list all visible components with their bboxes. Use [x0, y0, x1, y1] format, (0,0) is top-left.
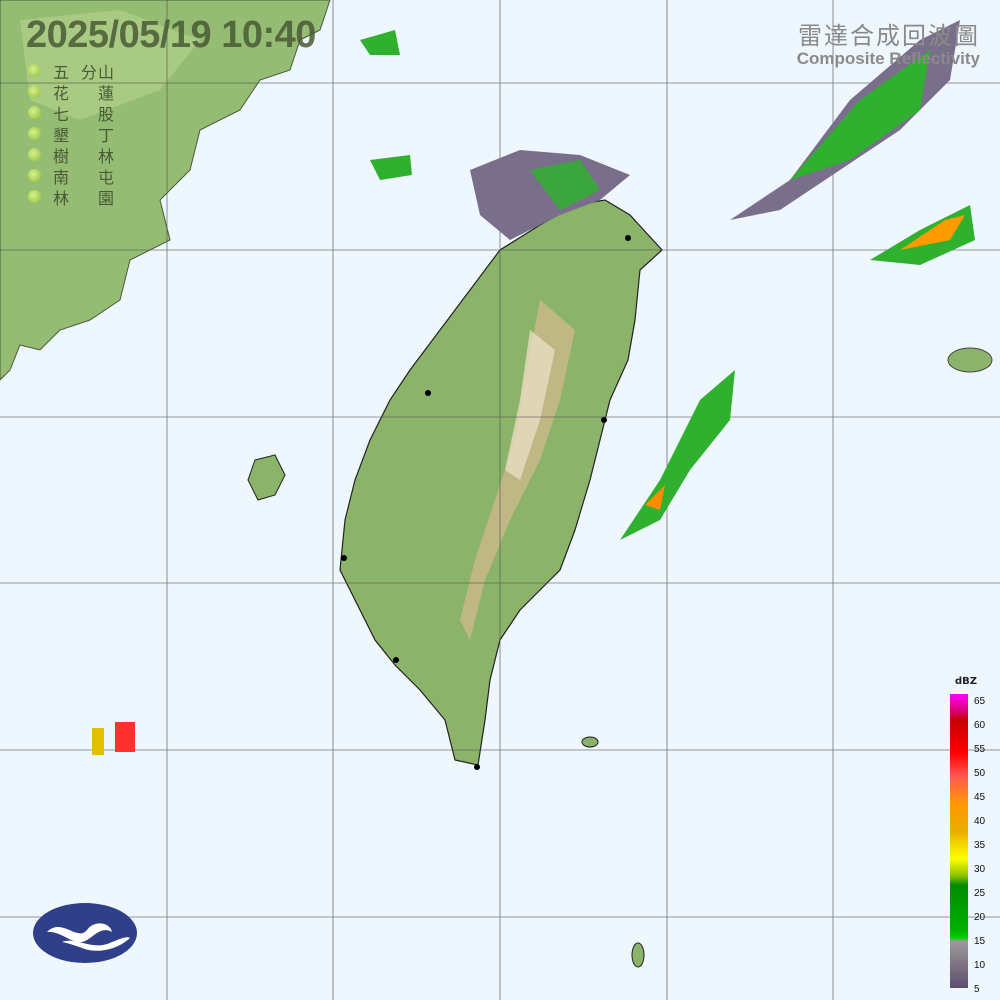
- legend-tick: 50: [974, 768, 986, 779]
- station-status-icon: [28, 169, 41, 182]
- station-item: 南屯: [28, 165, 118, 187]
- station-status-icon: [28, 64, 41, 77]
- dbz-color-legend: dBZ 65 60 55 50 45 40 35 30 25 20 15 10 …: [950, 676, 1000, 995]
- station-status-icon: [28, 127, 41, 140]
- legend-tick: 15: [974, 936, 986, 947]
- legend-tick: 65: [974, 696, 986, 707]
- station-status-icon: [28, 190, 41, 203]
- station-status-icon: [28, 106, 41, 119]
- station-item: 樹林: [28, 144, 118, 166]
- radar-echoes: [92, 20, 975, 755]
- legend-tick: 5: [974, 984, 980, 995]
- product-title-zh: 雷達合成回波圖: [798, 22, 980, 50]
- legend-unit: dBZ: [955, 676, 978, 687]
- legend-tick: 35: [974, 840, 986, 851]
- station-item: 五分山: [28, 60, 118, 82]
- legend-tick: 30: [974, 864, 986, 875]
- radar-station-list: 五分山 花蓮 七股 墾丁 樹林 南屯 林園: [28, 60, 118, 208]
- cwa-logo: [33, 903, 137, 963]
- legend-tick: 60: [974, 720, 986, 731]
- station-status-icon: [28, 148, 41, 161]
- legend-tick: 55: [974, 744, 986, 755]
- station-status-icon: [28, 85, 41, 98]
- legend-tick: 25: [974, 888, 986, 899]
- station-item: 林園: [28, 186, 118, 208]
- legend-tick: 10: [974, 960, 986, 971]
- legend-color-bar: [950, 694, 968, 988]
- station-item: 花蓮: [28, 81, 118, 103]
- product-title: 雷達合成回波圖 Composite Reflectivity: [797, 16, 980, 69]
- legend-tick: 45: [974, 792, 986, 803]
- legend-tick: 40: [974, 816, 986, 827]
- legend-tick: 20: [974, 912, 986, 923]
- timestamp: 2025/05/19 10:40: [26, 14, 316, 56]
- station-item: 七股: [28, 102, 118, 124]
- station-item: 墾丁: [28, 123, 118, 145]
- product-title-en: Composite Reflectivity: [796, 49, 980, 68]
- penghu-islands: [247, 454, 286, 501]
